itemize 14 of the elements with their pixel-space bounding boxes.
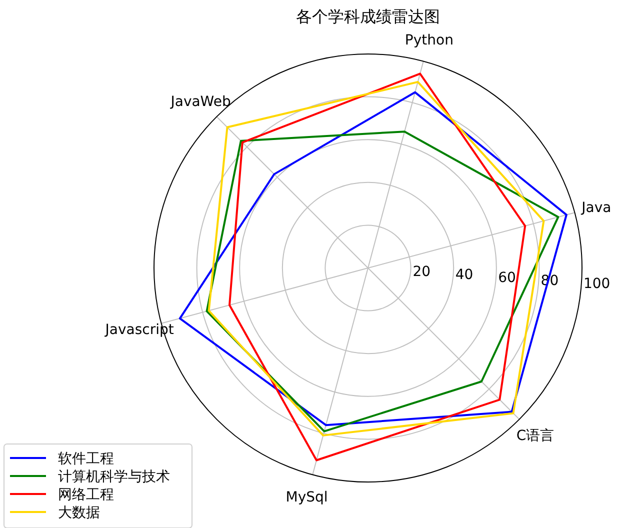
spoke-label: MySql xyxy=(286,489,328,506)
y-tick-label: 40 xyxy=(455,266,474,283)
spoke-label: C语言 xyxy=(516,428,554,444)
legend-label: 网络工程 xyxy=(58,487,114,503)
legend-label: 大数据 xyxy=(58,505,100,521)
spoke-label: Python xyxy=(404,32,454,49)
y-tick-label: 60 xyxy=(498,270,516,286)
spoke-label: JavaWeb xyxy=(170,94,231,110)
y-tick-label: 100 xyxy=(583,276,610,292)
chart-title: 各个学科成绩雷达图 xyxy=(296,7,440,26)
legend-label: 软件工程 xyxy=(58,451,114,467)
legend-label: 计算机科学与技术 xyxy=(58,469,170,485)
y-tick-label: 20 xyxy=(412,264,431,280)
spoke-label: Java xyxy=(580,200,612,216)
